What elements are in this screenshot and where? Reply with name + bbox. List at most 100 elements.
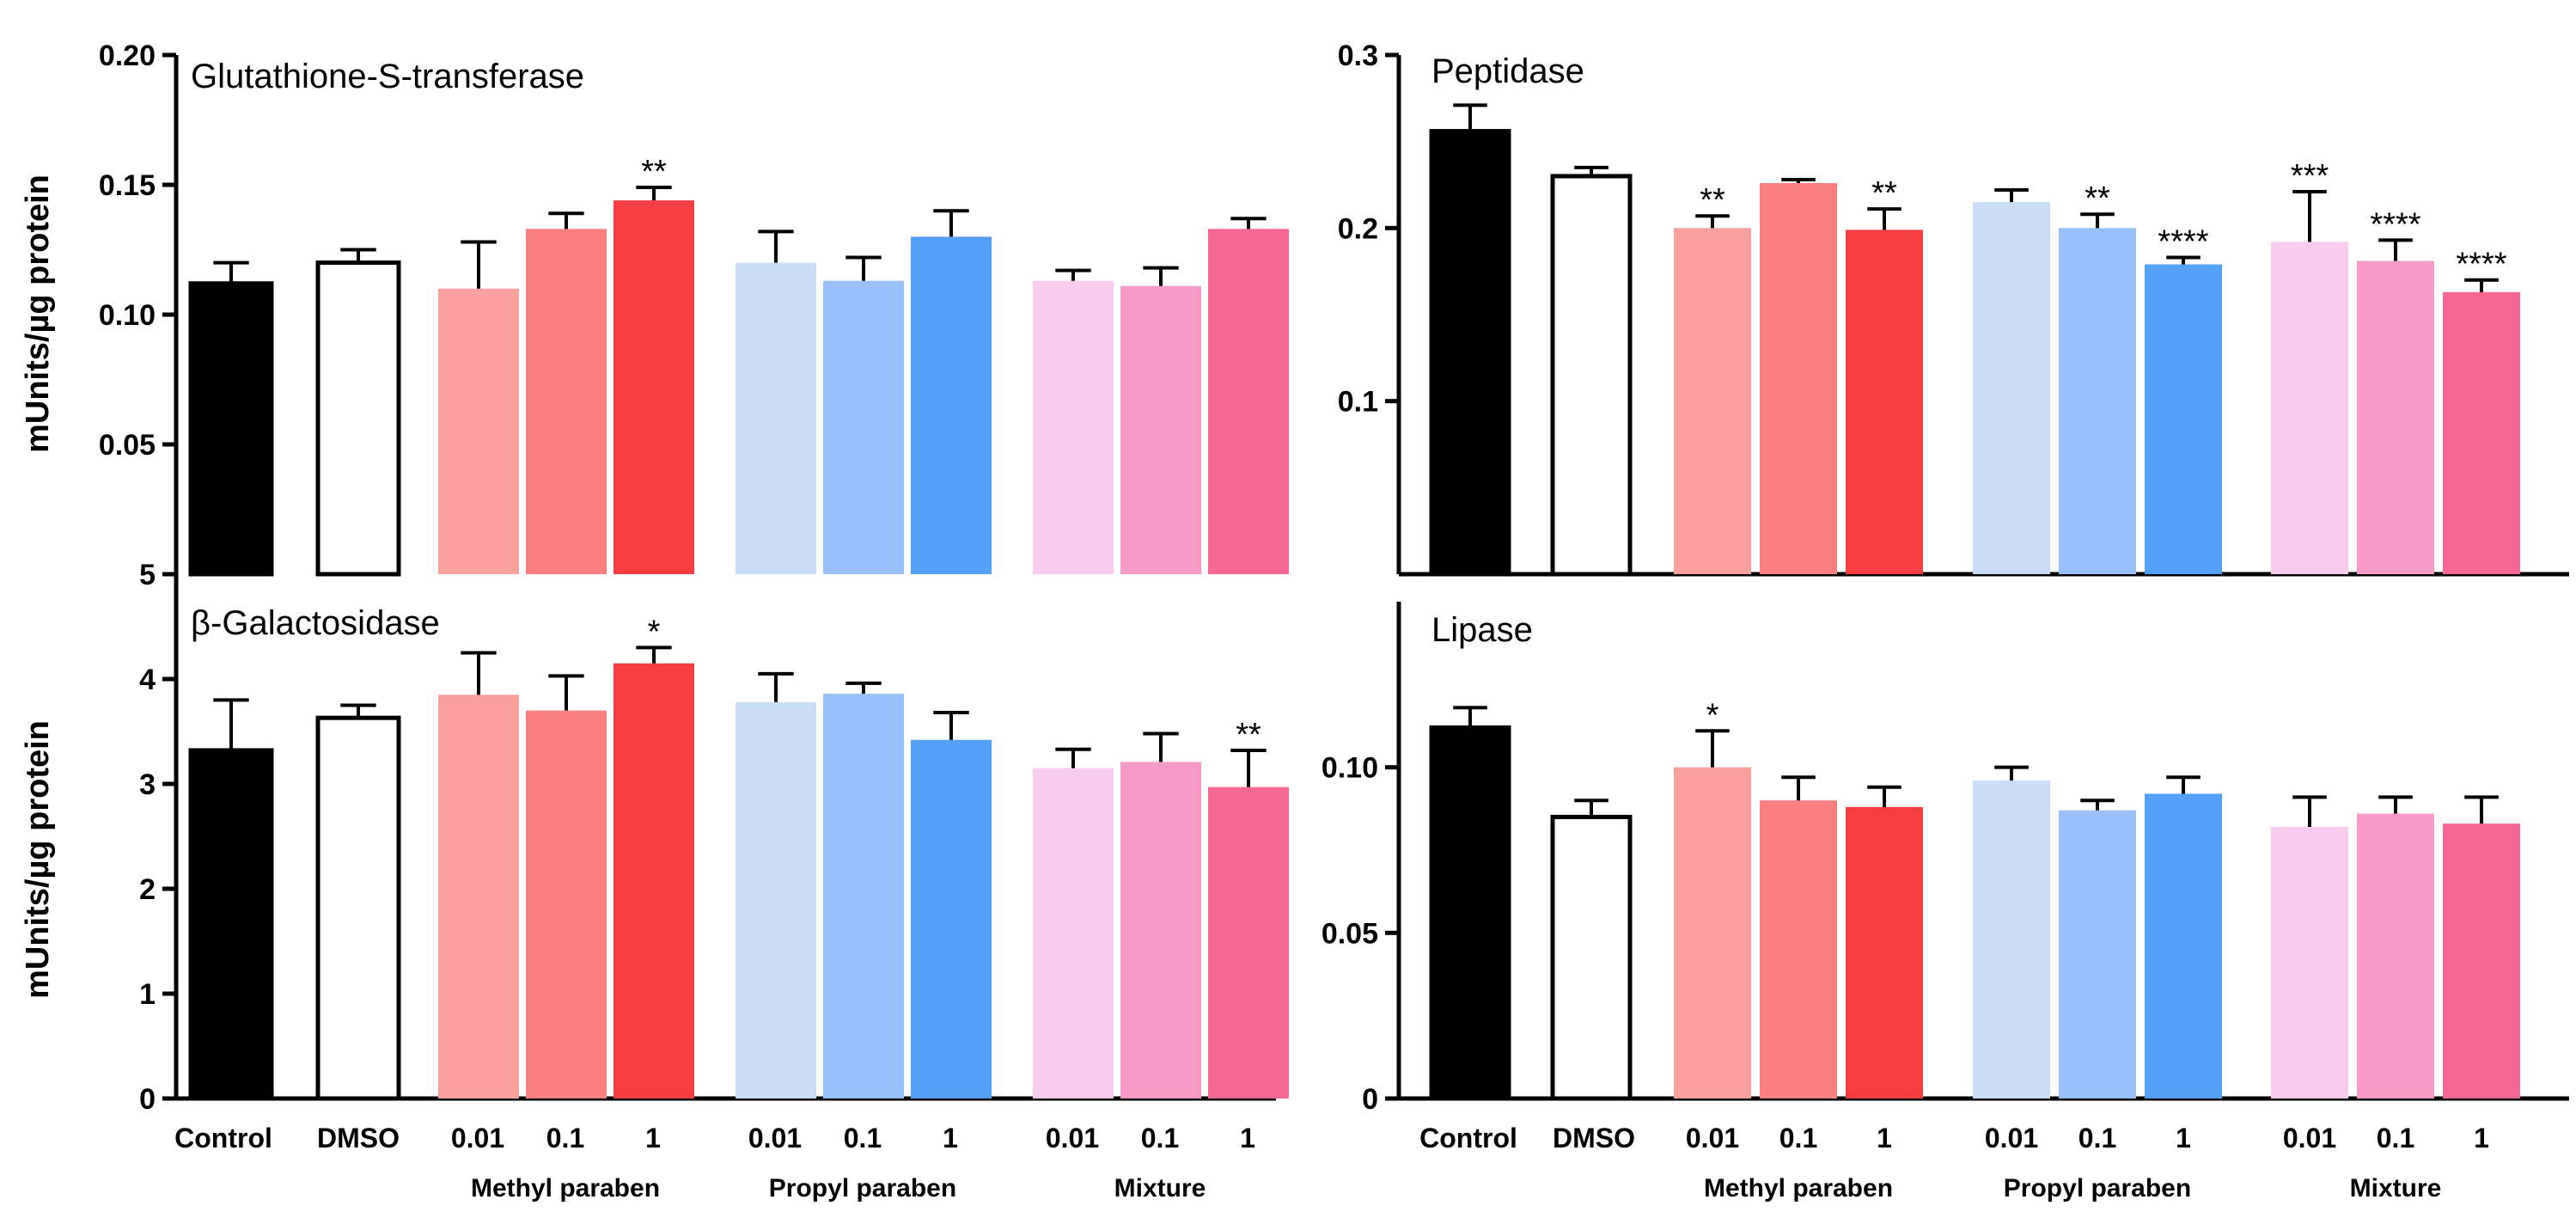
group-label: Methyl paraben bbox=[1704, 1174, 1893, 1203]
category-label: 0.1 bbox=[546, 1123, 584, 1154]
category-label: 0.01 bbox=[2283, 1123, 2336, 1154]
y-tick-label: 2 bbox=[139, 873, 156, 906]
category-label: 1 bbox=[943, 1123, 958, 1154]
category-labels-left: Control DMSO 0.01 0.1 1 0.01 0.1 1 0.01 … bbox=[174, 1123, 1255, 1203]
group-label: Mixture bbox=[1114, 1174, 1206, 1203]
bar bbox=[2059, 810, 2136, 1099]
y-tick-label: 0 bbox=[1362, 1083, 1378, 1116]
significance-label: ** bbox=[1871, 175, 1897, 211]
significance-label: **** bbox=[2370, 206, 2420, 242]
y-tick-label: 1 bbox=[139, 978, 156, 1011]
panel-beta-galactosidase: β-Galactosidase mUnits/µg protein bbox=[20, 604, 440, 999]
y-tick-label: 3 bbox=[139, 768, 156, 801]
bar bbox=[1846, 806, 1923, 1099]
y-tick-label: 0.20 bbox=[99, 40, 156, 72]
category-label: DMSO bbox=[317, 1123, 400, 1154]
panel-lipase: Lipase bbox=[1431, 611, 1533, 649]
bar bbox=[2145, 793, 2222, 1099]
bar bbox=[1208, 229, 1289, 574]
category-label: 1 bbox=[645, 1123, 661, 1154]
bar bbox=[1429, 129, 1511, 577]
bar bbox=[2357, 813, 2434, 1099]
category-label: 0.1 bbox=[1141, 1123, 1179, 1154]
bar bbox=[1760, 182, 1837, 574]
y-tick-label: 0.1 bbox=[1338, 386, 1378, 419]
y-tick-label: 0 bbox=[139, 1083, 156, 1116]
y-tick-label: 0.15 bbox=[99, 169, 156, 202]
category-label: 0.1 bbox=[2377, 1123, 2414, 1154]
bar bbox=[2443, 291, 2520, 574]
bar bbox=[1033, 280, 1114, 574]
y-tick-label: 0.3 bbox=[1338, 40, 1378, 72]
category-label: 1 bbox=[2176, 1123, 2191, 1154]
y-axis-label: mUnits/µg protein bbox=[20, 174, 56, 453]
y-tick-label: 0.10 bbox=[99, 299, 156, 332]
category-label: 0.1 bbox=[1779, 1123, 1817, 1154]
bar bbox=[2357, 260, 2434, 574]
bar bbox=[315, 260, 401, 577]
category-label: 0.01 bbox=[451, 1123, 504, 1154]
bar bbox=[1973, 780, 2050, 1099]
category-label: 1 bbox=[1240, 1123, 1255, 1154]
bar bbox=[2271, 827, 2348, 1099]
category-label: Control bbox=[1419, 1123, 1517, 1154]
bar bbox=[1674, 767, 1751, 1099]
bar bbox=[438, 288, 519, 574]
bar bbox=[1120, 285, 1201, 574]
bar bbox=[1973, 202, 2050, 574]
panel-peptidase: Peptidase bbox=[1431, 52, 1584, 90]
bar bbox=[613, 200, 694, 574]
category-label: 0.01 bbox=[1046, 1123, 1099, 1154]
category-label: 1 bbox=[2474, 1123, 2489, 1154]
group-label: Mixture bbox=[2350, 1174, 2442, 1203]
chart-gst-marks: 0.05 0.10 0.15 0.20 ** bbox=[99, 40, 1289, 577]
bar bbox=[736, 701, 816, 1099]
category-label: 0.01 bbox=[748, 1123, 802, 1154]
y-axis-label: mUnits/µg protein bbox=[20, 720, 56, 999]
significance-label: ** bbox=[641, 154, 667, 190]
chart-peptidase-marks: 0.10.20.3** ** ***************** bbox=[1338, 40, 2569, 577]
bar bbox=[1033, 768, 1114, 1099]
significance-label: * bbox=[648, 614, 661, 650]
panel-glutathione-s-transferase: Glutathione-S-transferase mUnits/µg prot… bbox=[20, 58, 584, 453]
y-tick-label: 0.2 bbox=[1338, 212, 1378, 245]
y-tick-label: 0.10 bbox=[1322, 752, 1378, 785]
bar bbox=[736, 262, 816, 574]
panel-title: Lipase bbox=[1431, 611, 1533, 649]
bar bbox=[1846, 230, 1923, 574]
significance-label: **** bbox=[2158, 224, 2208, 260]
bar bbox=[1120, 762, 1201, 1099]
panel-title: Peptidase bbox=[1431, 52, 1584, 90]
y-tick-label: 4 bbox=[139, 664, 156, 696]
category-label: 0.1 bbox=[844, 1123, 882, 1154]
chart-lipase-marks: 0 0.05 0.10 * bbox=[1322, 602, 2569, 1116]
bar bbox=[2059, 228, 2136, 574]
bar bbox=[911, 236, 992, 574]
bar bbox=[2145, 264, 2222, 574]
bar bbox=[1550, 174, 1633, 577]
bar bbox=[823, 694, 904, 1099]
bar bbox=[188, 281, 274, 577]
significance-label: *** bbox=[2291, 158, 2329, 194]
bar bbox=[526, 229, 607, 574]
panel-title: β-Galactosidase bbox=[191, 604, 440, 642]
bar bbox=[613, 663, 694, 1099]
bar bbox=[2271, 242, 2348, 574]
bar bbox=[823, 280, 904, 574]
y-tick-label: 0.05 bbox=[1322, 917, 1378, 950]
bar bbox=[1208, 786, 1289, 1099]
group-label: Propyl paraben bbox=[2004, 1174, 2191, 1203]
y-tick-label: 5 bbox=[139, 559, 156, 591]
significance-label: * bbox=[1706, 697, 1719, 733]
significance-label: **** bbox=[2456, 247, 2506, 283]
category-label: Control bbox=[174, 1123, 272, 1154]
bar bbox=[526, 710, 607, 1099]
bar bbox=[911, 739, 992, 1099]
category-label: 0.01 bbox=[1686, 1123, 1739, 1154]
category-label: 0.1 bbox=[2079, 1123, 2116, 1154]
category-label: DMSO bbox=[1553, 1123, 1635, 1154]
group-label: Propyl paraben bbox=[769, 1174, 956, 1203]
bar bbox=[438, 695, 519, 1099]
